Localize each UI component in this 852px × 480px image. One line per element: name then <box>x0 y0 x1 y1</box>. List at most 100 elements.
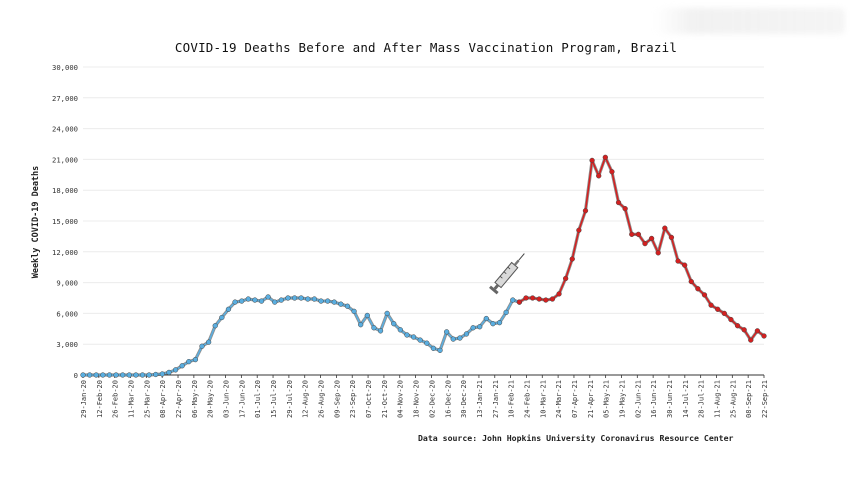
after-series-point <box>754 328 761 334</box>
y-tick-label: 9,000 <box>56 279 78 288</box>
before-series-point <box>377 328 384 334</box>
after-series-point <box>563 275 569 282</box>
after-series-point <box>589 157 595 164</box>
x-tick-label: 19-May-21 <box>618 380 626 418</box>
before-series-point <box>391 321 397 327</box>
before-series-point <box>186 359 192 365</box>
before-series-point <box>338 301 344 307</box>
before-series-point <box>417 337 423 343</box>
before-series-point <box>245 296 251 302</box>
data-source-note: Data source: John Hopkins University Cor… <box>418 433 734 443</box>
y-tick-label: 3,000 <box>56 340 78 349</box>
before-series-point <box>430 345 437 351</box>
before-series-point <box>351 308 357 314</box>
after-series-point <box>569 256 575 262</box>
after-series-point <box>728 316 734 323</box>
before-series-point <box>113 372 119 378</box>
x-tick-label: 11-Aug-21 <box>713 380 721 418</box>
y-tick-labels: 0 3,000 6,000 9,000 12,000 15,000 18,000 21,000… <box>52 63 78 380</box>
before-series-point <box>219 314 225 321</box>
before-series-point <box>457 335 463 341</box>
x-tick-labels: 29-Jan-20 12-Feb-20 26-Feb-20 11-Mar-20 25-M… <box>80 380 769 418</box>
after-series-point <box>701 292 708 298</box>
before-series-point <box>305 296 311 302</box>
x-tick-label: 02-Jun-21 <box>634 380 642 418</box>
after-series-point <box>682 262 688 268</box>
y-tick-label: 18,000 <box>52 186 78 195</box>
x-tick-label: 09-Sep-20 <box>333 380 341 418</box>
after-series-point <box>523 295 529 301</box>
x-tick-label: 11-Mar-20 <box>128 380 136 418</box>
x-tick-label: 22-Apr-20 <box>175 380 183 418</box>
before-series-point <box>120 372 126 378</box>
after-series-point <box>615 199 622 206</box>
before-series-point <box>344 303 351 309</box>
before-series-point <box>205 339 212 345</box>
after-series-point <box>708 302 714 308</box>
after-series-point <box>721 310 727 317</box>
x-tick-label: 10-Feb-21 <box>508 380 516 418</box>
before-series-point <box>443 329 450 335</box>
y-tick-label: 24,000 <box>52 125 78 134</box>
before-series-point <box>285 295 291 301</box>
before-series-point <box>404 332 410 338</box>
after-series-point <box>596 173 602 179</box>
blurred-watermark <box>655 8 845 34</box>
before-series-point <box>146 372 152 378</box>
x-tick-label: 29-Jul-20 <box>286 380 294 418</box>
before-series-point <box>291 295 298 301</box>
before-series-point <box>437 347 443 354</box>
y-tick-label: 15,000 <box>52 217 78 226</box>
before-series-point <box>133 372 139 378</box>
after-series-point <box>576 227 582 233</box>
before-series-point <box>311 296 318 302</box>
y-tick-label: 27,000 <box>52 94 78 103</box>
before-series-point <box>192 356 199 363</box>
before-series-point <box>166 369 172 376</box>
before-series-point <box>93 372 99 378</box>
x-tick-label: 18-Nov-20 <box>413 380 421 418</box>
axes <box>82 374 765 378</box>
before-series-point <box>490 321 496 327</box>
before-series-point <box>179 363 185 369</box>
x-tick-label: 13-Jan-21 <box>476 380 484 418</box>
before-series-point <box>172 367 179 373</box>
before-series-point <box>463 331 470 337</box>
after-series-point <box>655 250 661 256</box>
x-tick-label: 28-Jul-21 <box>698 380 706 418</box>
before-series-point <box>318 298 324 304</box>
after-series-point <box>668 234 675 241</box>
before-series-point <box>100 372 106 378</box>
after-series-point <box>622 206 628 212</box>
after-series-point <box>734 323 741 329</box>
before-series-point <box>272 299 278 305</box>
x-tick-label: 03-Jun-20 <box>223 380 231 418</box>
x-tick-label: 05-May-21 <box>603 380 611 418</box>
before-series-point <box>239 298 245 304</box>
before-series-point <box>212 323 218 329</box>
y-tick-label: 6,000 <box>56 309 78 318</box>
x-tick-label: 23-Sep-20 <box>349 380 357 418</box>
after-series-point <box>715 306 721 312</box>
before-series-point <box>384 310 390 317</box>
series-points <box>80 154 767 378</box>
x-tick-label: 26-Aug-20 <box>318 380 326 418</box>
after-series-point <box>609 169 615 175</box>
after-series-point <box>748 337 754 343</box>
after-series-point <box>543 297 549 303</box>
y-tick-label: 12,000 <box>52 248 78 257</box>
before-series-point <box>496 319 503 326</box>
after-series-point <box>688 278 694 285</box>
before-series-point <box>258 298 265 304</box>
x-tick-label: 21-Apr-21 <box>587 380 595 418</box>
before-series-point <box>225 306 232 312</box>
before-series-point <box>470 325 476 331</box>
x-tick-label: 07-Oct-20 <box>365 380 373 418</box>
before-series-point <box>364 312 370 319</box>
before-series-point <box>503 309 509 316</box>
x-tick-label: 21-Oct-20 <box>381 380 389 418</box>
after-series-point <box>662 225 668 231</box>
after-series-point <box>629 231 635 237</box>
